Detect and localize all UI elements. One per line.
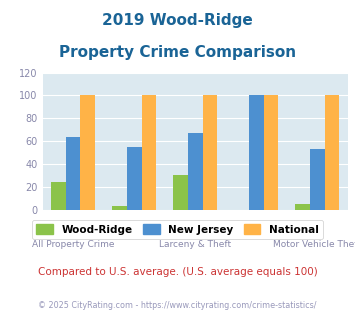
Bar — [173, 175, 188, 210]
Bar — [310, 149, 325, 210]
Bar — [203, 95, 217, 210]
Bar — [264, 95, 278, 210]
Text: Burglary: Burglary — [115, 226, 153, 235]
Text: All Property Crime: All Property Crime — [32, 240, 114, 249]
Text: Compared to U.S. average. (U.S. average equals 100): Compared to U.S. average. (U.S. average … — [38, 267, 317, 277]
Bar — [112, 206, 127, 210]
Text: Arson: Arson — [244, 226, 269, 235]
Bar — [66, 137, 81, 210]
Bar — [51, 182, 66, 210]
Bar — [188, 133, 203, 210]
Text: 2019 Wood-Ridge: 2019 Wood-Ridge — [102, 13, 253, 28]
Text: © 2025 CityRating.com - https://www.cityrating.com/crime-statistics/: © 2025 CityRating.com - https://www.city… — [38, 301, 317, 310]
Text: Property Crime Comparison: Property Crime Comparison — [59, 45, 296, 60]
Bar — [81, 95, 95, 210]
Bar — [249, 95, 264, 210]
Text: Larceny & Theft: Larceny & Theft — [159, 240, 231, 249]
Text: Motor Vehicle Theft: Motor Vehicle Theft — [273, 240, 355, 249]
Bar — [127, 147, 142, 210]
Bar — [142, 95, 156, 210]
Bar — [295, 204, 310, 210]
Legend: Wood-Ridge, New Jersey, National: Wood-Ridge, New Jersey, National — [32, 220, 323, 239]
Bar — [325, 95, 339, 210]
